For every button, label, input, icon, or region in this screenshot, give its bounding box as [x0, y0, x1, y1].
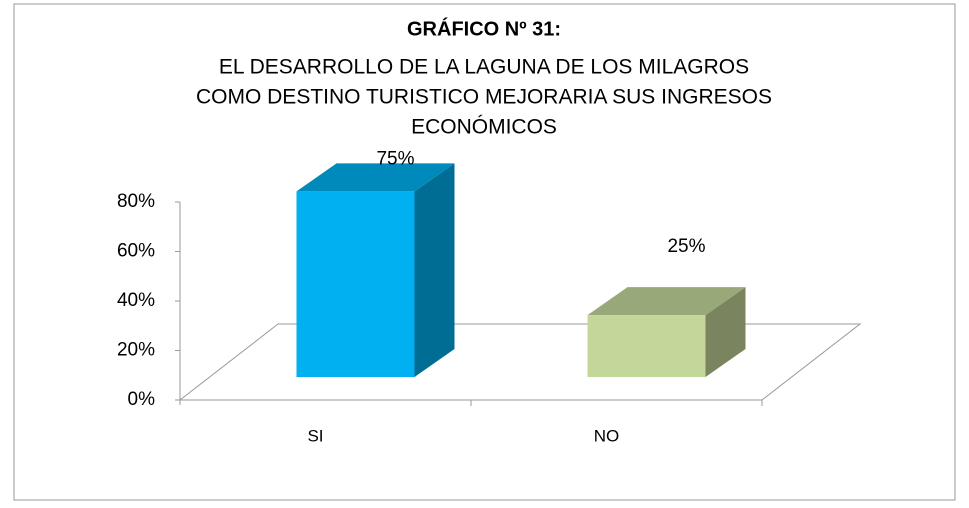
x-tick-label: SI — [307, 426, 323, 445]
bar-side — [414, 163, 455, 377]
x-tick-label: NO — [594, 426, 620, 445]
data-label: 75% — [376, 148, 414, 169]
y-tick-label: 40% — [117, 290, 155, 311]
y-tick-label: 20% — [117, 340, 155, 361]
chart-subtitle: ECONÓMICOS — [411, 116, 557, 139]
y-tick-label: 60% — [117, 241, 155, 262]
bar-side — [705, 287, 746, 377]
y-tick-label: 0% — [128, 389, 156, 410]
bar-front — [587, 315, 706, 377]
chart-subtitle: EL DESARROLLO DE LA LAGUNA DE LOS MILAGR… — [219, 56, 749, 79]
chart-title: GRÁFICO Nº 31: — [407, 17, 561, 40]
bar-top — [587, 287, 746, 316]
chart-subtitle: COMO DESTINO TURISTICO MEJORARIA SUS ING… — [196, 86, 772, 109]
data-label: 25% — [667, 236, 705, 257]
bar-front — [296, 191, 415, 377]
bar — [587, 287, 746, 377]
plot-area — [175, 163, 862, 406]
floor — [178, 323, 862, 401]
bar — [296, 163, 455, 377]
y-tick-label: 80% — [117, 191, 155, 212]
chart-border — [13, 3, 956, 501]
bar-top — [296, 163, 455, 192]
